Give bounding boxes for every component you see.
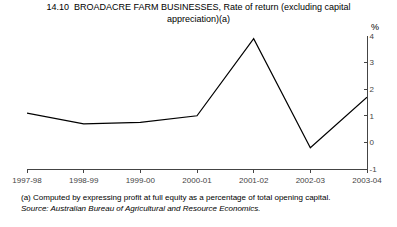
- svg-text:14.10 BROADACRE FARM BUSINESS: 14.10 BROADACRE FARM BUSINESSES, Rate of…: [46, 2, 350, 24]
- svg-text:2002-03: 2002-03: [296, 176, 326, 185]
- svg-text:4: 4: [370, 32, 375, 41]
- svg-text:Source: Australian Bureau of A: Source: Australian Bureau of Agricultura…: [21, 204, 261, 213]
- svg-text:%: %: [371, 22, 379, 32]
- svg-text:-1: -1: [370, 165, 378, 174]
- svg-text:1999-00: 1999-00: [126, 176, 156, 185]
- svg-text:3: 3: [370, 58, 375, 67]
- svg-text:1: 1: [370, 112, 375, 121]
- svg-text:(a) Computed by expressing pro: (a) Computed by expressing profit at ful…: [21, 193, 331, 202]
- svg-text:2001-02: 2001-02: [239, 176, 269, 185]
- svg-text:1998-99: 1998-99: [69, 176, 99, 185]
- svg-text:0: 0: [370, 138, 375, 147]
- svg-text:2003-04: 2003-04: [352, 176, 382, 185]
- svg-text:1997-98: 1997-98: [12, 176, 42, 185]
- svg-text:2: 2: [370, 85, 375, 94]
- svg-text:2000-01: 2000-01: [182, 176, 212, 185]
